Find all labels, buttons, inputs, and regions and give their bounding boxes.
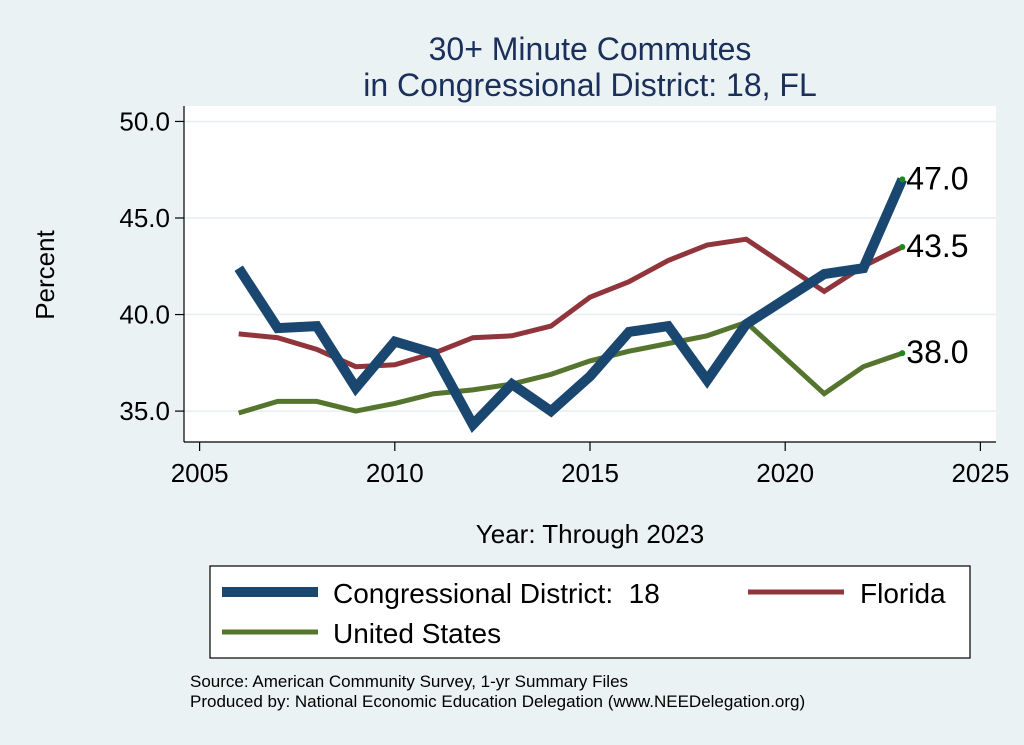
plot-area <box>184 106 996 442</box>
legend-box <box>209 565 971 659</box>
chart-title-line-2: in Congressional District: 18, FL <box>363 67 817 103</box>
chart-title-line-1: 30+ Minute Commutes <box>429 31 752 67</box>
source-note: Source: American Community Survey, 1-yr … <box>190 672 629 691</box>
x-tick-label: 2005 <box>171 458 229 488</box>
line-chart: 30+ Minute Commutes in Congressional Dis… <box>30 31 1009 659</box>
y-tick-label: 40.0 <box>119 300 170 330</box>
y-tick-label: 35.0 <box>119 396 170 426</box>
x-tick-label: 2010 <box>366 458 424 488</box>
axes <box>175 106 996 451</box>
x-tick-label: 2020 <box>756 458 814 488</box>
gridlines <box>184 120 996 412</box>
series-line-united-states <box>237 319 904 416</box>
end-marker-florida <box>899 243 906 250</box>
end-label-united-states: 38.0 <box>906 334 968 370</box>
legend: Congressional District: 18 Florida Unite… <box>209 565 971 659</box>
end-marker-district <box>899 176 906 183</box>
end-label-district: 47.0 <box>906 160 968 196</box>
end-label-florida: 43.5 <box>906 228 968 264</box>
y-axis-label: Percent <box>30 229 60 319</box>
x-tick-label: 2015 <box>561 458 619 488</box>
series-line-district <box>234 177 907 433</box>
y-tick-label: 45.0 <box>119 203 170 233</box>
end-labels: 47.0 43.5 38.0 <box>899 160 969 370</box>
x-tick-label: 2025 <box>951 458 1009 488</box>
tick-labels: 35.0 40.0 45.0 50.0 2005 2010 2015 2020 2025 <box>119 106 1009 488</box>
series-lines <box>234 177 907 433</box>
legend-label-florida: Florida <box>860 578 946 609</box>
end-marker-united-states <box>899 350 906 357</box>
x-axis-label: Year: Through 2023 <box>476 519 704 549</box>
produced-by-note: Produced by: National Economic Education… <box>190 692 806 711</box>
legend-label-united-states: United States <box>333 618 501 649</box>
legend-label-district: Congressional District: 18 <box>333 578 660 609</box>
y-tick-label: 50.0 <box>119 106 170 136</box>
